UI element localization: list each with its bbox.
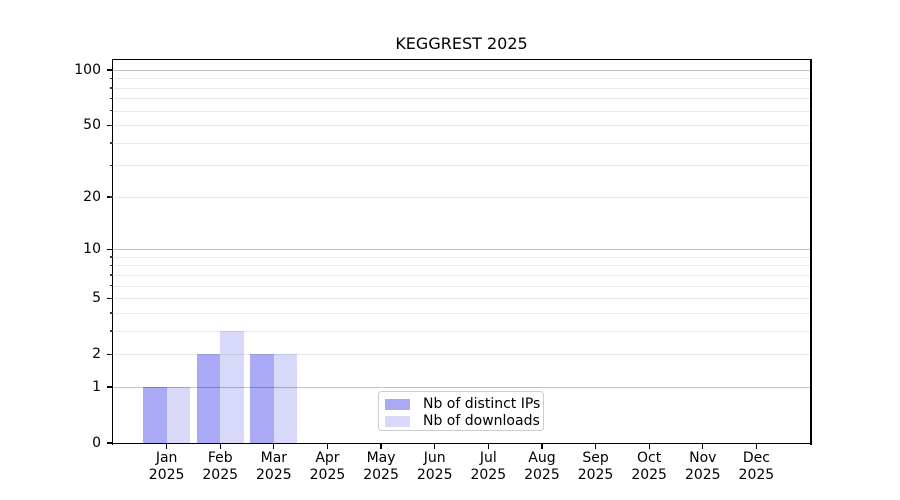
x-tick-mark bbox=[648, 444, 650, 449]
gridline-major bbox=[113, 386, 810, 388]
gridline-minor bbox=[113, 142, 810, 144]
legend-row: Nb of distinct IPs bbox=[385, 396, 541, 413]
gridline-minor bbox=[113, 330, 810, 332]
legend-swatch-downloads bbox=[385, 416, 410, 427]
bottom-spine bbox=[111, 442, 812, 445]
x-tick-label-nov: Nov 2025 bbox=[684, 450, 721, 483]
y-tick-label: 10 bbox=[83, 241, 101, 258]
x-tick-label-oct: Oct 2025 bbox=[631, 450, 667, 483]
y-tick-label: 20 bbox=[83, 188, 101, 205]
right-spine bbox=[810, 58, 812, 445]
chart-title: KEGGREST 2025 bbox=[395, 34, 528, 53]
gridline-minor bbox=[113, 87, 810, 89]
x-tick-mark bbox=[273, 444, 275, 449]
x-tick-mark bbox=[594, 444, 597, 449]
top-spine bbox=[111, 58, 812, 61]
x-tick-mark bbox=[755, 444, 757, 449]
y-tick-mark bbox=[107, 442, 113, 444]
y-tick-mark bbox=[107, 248, 113, 250]
y-minor-tick-mark bbox=[109, 297, 113, 299]
y-minor-tick-mark bbox=[109, 87, 113, 89]
gridline-minor bbox=[113, 110, 810, 112]
x-tick-label-may: May 2025 bbox=[363, 450, 399, 483]
y-tick-label: 0 bbox=[92, 435, 101, 451]
x-tick-mark bbox=[166, 444, 168, 449]
x-tick-mark bbox=[541, 444, 543, 449]
x-tick-label-jun: Jun 2025 bbox=[416, 450, 453, 483]
y-minor-tick-mark bbox=[109, 274, 113, 276]
x-tick-mark bbox=[702, 444, 704, 449]
gridline-minor bbox=[113, 256, 810, 258]
y-tick-label: 50 bbox=[83, 117, 101, 134]
x-tick-label-jul: Jul 2025 bbox=[470, 450, 507, 483]
bar-downloads-jan bbox=[166, 386, 191, 443]
y-tick-mark bbox=[107, 69, 113, 71]
x-tick-label-dec: Dec 2025 bbox=[738, 450, 775, 483]
left-spine bbox=[111, 58, 114, 445]
x-tick-label-feb: Feb 2025 bbox=[202, 450, 239, 483]
legend: Nb of distinct IPs Nb of downloads bbox=[378, 391, 544, 431]
x-tick-mark bbox=[219, 444, 221, 449]
y-minor-tick-mark bbox=[109, 142, 113, 144]
y-minor-tick-mark bbox=[109, 330, 113, 332]
y-minor-tick-mark bbox=[109, 77, 113, 80]
x-tick-mark bbox=[434, 444, 436, 449]
gridline-minor bbox=[113, 165, 810, 167]
y-tick-label: 5 bbox=[92, 290, 101, 307]
legend-row: Nb of downloads bbox=[385, 413, 540, 430]
x-tick-mark bbox=[326, 444, 329, 449]
gridline-minor bbox=[113, 298, 810, 300]
legend-label: Nb of downloads bbox=[423, 413, 540, 429]
bar-downloads-mar bbox=[273, 354, 298, 443]
legend-label: Nb of distinct IPs bbox=[423, 396, 541, 412]
legend-swatch-distinct-ips bbox=[385, 399, 410, 410]
y-tick-mark bbox=[107, 386, 113, 388]
y-minor-tick-mark bbox=[109, 264, 113, 267]
x-tick-mark bbox=[380, 444, 382, 449]
y-minor-tick-mark bbox=[109, 312, 113, 314]
y-tick-label: 1 bbox=[92, 378, 101, 395]
bar-distinct-ips-feb bbox=[196, 354, 221, 443]
gridline-minor bbox=[113, 125, 810, 127]
gridline-minor bbox=[113, 265, 810, 267]
y-minor-tick-mark bbox=[109, 285, 113, 287]
y-minor-tick-mark bbox=[109, 124, 113, 126]
y-minor-tick-mark bbox=[109, 256, 113, 258]
y-tick-label: 2 bbox=[92, 346, 101, 363]
gridline-minor bbox=[113, 78, 810, 80]
bar-distinct-ips-jan bbox=[143, 386, 167, 443]
y-minor-tick-mark bbox=[109, 110, 113, 112]
x-tick-label-jan: Jan 2025 bbox=[148, 450, 185, 483]
gridline-minor bbox=[113, 312, 810, 314]
gridline-major bbox=[113, 249, 810, 251]
gridline-major bbox=[113, 69, 810, 71]
gridline-minor bbox=[113, 98, 810, 100]
y-minor-tick-mark bbox=[109, 196, 113, 198]
x-tick-label-apr: Apr 2025 bbox=[309, 450, 346, 483]
x-tick-label-sep: Sep 2025 bbox=[577, 450, 614, 483]
bar-downloads-feb bbox=[220, 330, 244, 443]
x-tick-label-mar: Mar 2025 bbox=[256, 450, 292, 483]
y-minor-tick-mark bbox=[109, 164, 113, 167]
y-minor-tick-mark bbox=[109, 353, 113, 355]
gridline-minor bbox=[113, 196, 810, 198]
gridline-minor bbox=[113, 274, 810, 276]
y-minor-tick-mark bbox=[109, 97, 113, 100]
x-tick-label-aug: Aug 2025 bbox=[524, 450, 560, 483]
bar-distinct-ips-mar bbox=[250, 354, 274, 443]
gridline-minor bbox=[113, 285, 810, 287]
x-tick-mark bbox=[487, 444, 489, 449]
gridline-minor bbox=[113, 354, 810, 356]
y-tick-label: 100 bbox=[74, 61, 101, 78]
